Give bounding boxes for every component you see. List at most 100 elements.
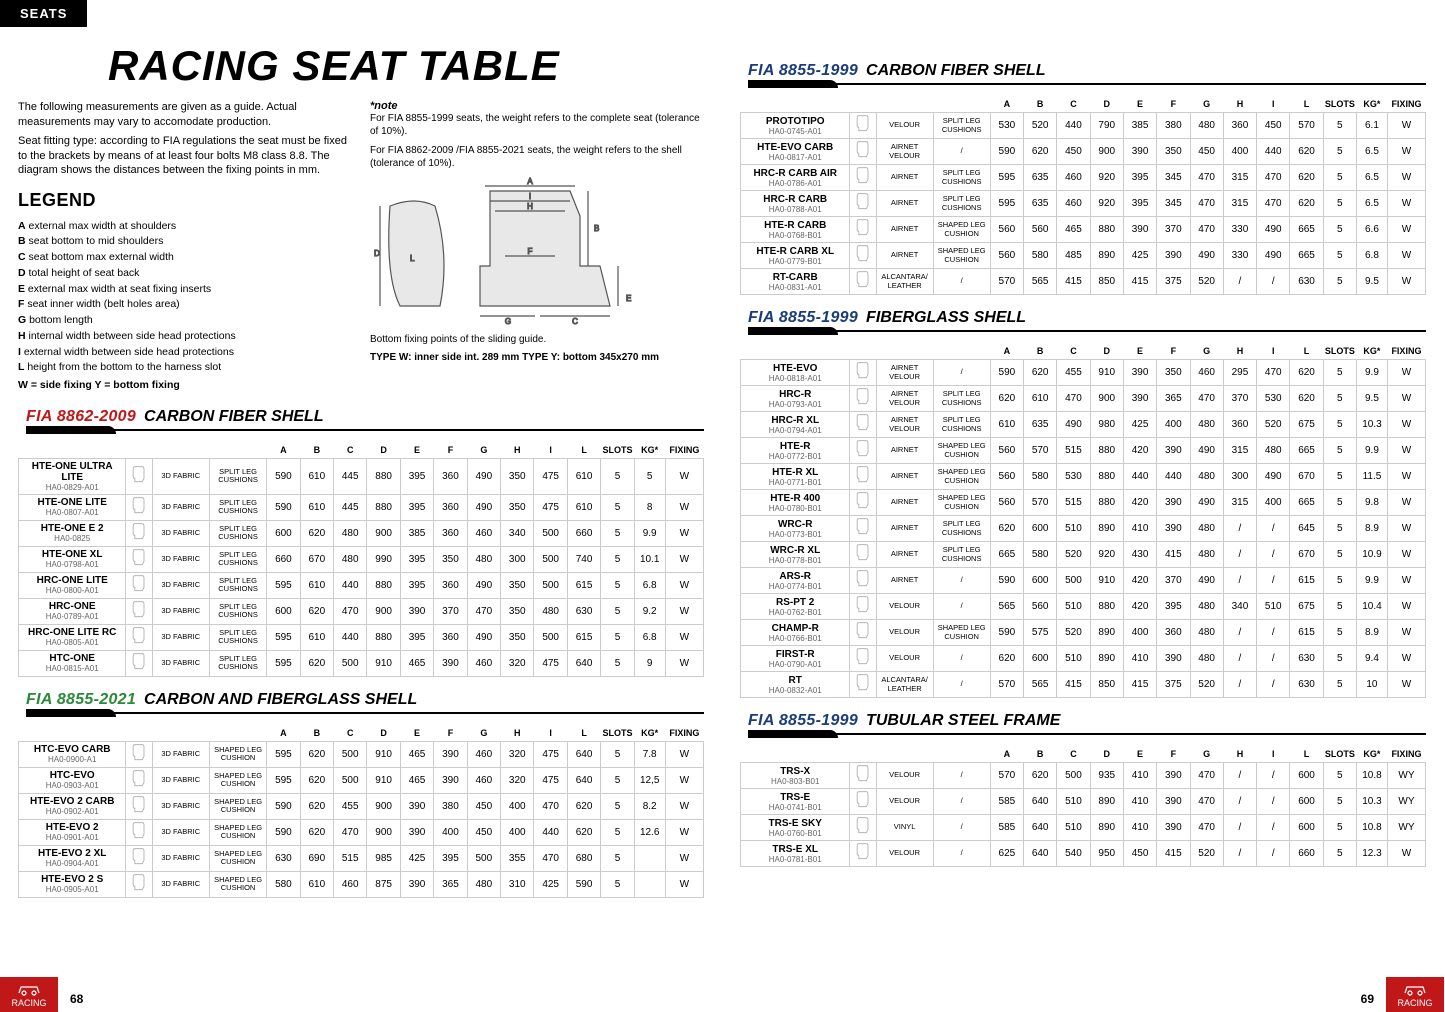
bottom-note2: TYPE W: inner side int. 289 mm TYPE Y: b… bbox=[370, 351, 704, 365]
svg-text:G: G bbox=[505, 317, 511, 326]
dim-cell: 590 bbox=[990, 568, 1023, 594]
col-header: B bbox=[1024, 343, 1057, 360]
dim-cell: 455 bbox=[334, 793, 367, 819]
section-title-1: FIA 8862-2009 CARBON FIBER SHELL bbox=[26, 408, 704, 426]
fabric1-cell: AIRNET VELOUR bbox=[876, 139, 933, 165]
dim-cell: 5 bbox=[1323, 620, 1356, 646]
fabric1-cell: AIRNET bbox=[876, 243, 933, 269]
table-row: HRC-RHA0-0793-A01AIRNET VELOURSPLIT LEG … bbox=[741, 386, 1426, 412]
dim-cell: 470 bbox=[1257, 360, 1290, 386]
dim-cell: 510 bbox=[1057, 646, 1090, 672]
dim-cell: 600 bbox=[1024, 516, 1057, 542]
fabric2-cell: / bbox=[933, 789, 990, 815]
dim-cell: 415 bbox=[1157, 542, 1190, 568]
dim-cell: 420 bbox=[1123, 594, 1156, 620]
table-row: HRC-ONE LITE RCHA0-0805-A013D FABRICSPLI… bbox=[19, 624, 704, 650]
fabric1-cell: 3D FABRIC bbox=[152, 572, 209, 598]
dim-cell: W bbox=[1387, 594, 1425, 620]
dim-cell: 5 bbox=[601, 546, 634, 572]
dim-cell: / bbox=[1223, 542, 1256, 568]
dim-cell: 400 bbox=[1257, 490, 1290, 516]
dim-cell: 625 bbox=[990, 841, 1023, 867]
model-cell: HTE-ONE XLHA0-0798-A01 bbox=[19, 546, 126, 572]
dim-cell: 475 bbox=[534, 458, 567, 494]
svg-text:A: A bbox=[527, 177, 533, 186]
col-header: G bbox=[1190, 343, 1223, 360]
dim-cell: 5 bbox=[601, 871, 634, 897]
icon-cell bbox=[850, 412, 876, 438]
dim-cell: / bbox=[1223, 672, 1256, 698]
dim-cell: 415 bbox=[1123, 269, 1156, 295]
dim-cell: 10 bbox=[1356, 672, 1387, 698]
fabric2-cell: SPLIT LEG CUSHIONS bbox=[933, 542, 990, 568]
dim-cell: 10.8 bbox=[1356, 763, 1387, 789]
dim-cell: 390 bbox=[1157, 516, 1190, 542]
dim-cell: 11.5 bbox=[1356, 464, 1387, 490]
legend-item: E external max width at seat fixing inse… bbox=[18, 282, 352, 298]
dim-cell: 620 bbox=[300, 650, 333, 676]
dim-cell: W bbox=[1387, 412, 1425, 438]
model-cell: FIRST-RHA0-0790-A01 bbox=[741, 646, 850, 672]
model-cell: HRC-RHA0-0793-A01 bbox=[741, 386, 850, 412]
dim-cell: 390 bbox=[1157, 815, 1190, 841]
fabric2-cell: SPLIT LEG CUSHIONS bbox=[933, 516, 990, 542]
dim-cell: / bbox=[1257, 542, 1290, 568]
dim-cell: 350 bbox=[501, 598, 534, 624]
dim-cell: 610 bbox=[300, 624, 333, 650]
icon-cell bbox=[850, 646, 876, 672]
dim-cell: W bbox=[1387, 516, 1425, 542]
dim-cell: 615 bbox=[1290, 620, 1323, 646]
table-row: HTE-R 400HA0-0780-B01AIRNETSHAPED LEG CU… bbox=[741, 490, 1426, 516]
dim-cell: 440 bbox=[334, 572, 367, 598]
dim-cell: 350 bbox=[501, 572, 534, 598]
dim-cell: 500 bbox=[1057, 568, 1090, 594]
dim-cell: 560 bbox=[990, 243, 1023, 269]
dim-cell: 875 bbox=[367, 871, 400, 897]
dim-cell: 5 bbox=[1323, 438, 1356, 464]
dim-cell: 665 bbox=[1290, 243, 1323, 269]
icon-cell bbox=[850, 243, 876, 269]
table-row: HRC-ONEHA0-0789-A013D FABRICSPLIT LEG CU… bbox=[19, 598, 704, 624]
dim-cell: W bbox=[665, 650, 703, 676]
footer-tab-right: RACING bbox=[1386, 977, 1444, 1012]
seat-icon bbox=[854, 790, 872, 810]
dim-cell: 5 bbox=[1323, 594, 1356, 620]
dim-cell: 320 bbox=[501, 741, 534, 767]
icon-cell bbox=[850, 269, 876, 295]
dim-cell: 450 bbox=[1257, 113, 1290, 139]
dim-cell: 395 bbox=[400, 494, 433, 520]
dim-cell: 415 bbox=[1123, 672, 1156, 698]
dim-cell: W bbox=[665, 845, 703, 871]
dim-cell: 370 bbox=[1223, 386, 1256, 412]
dim-cell: 600 bbox=[267, 598, 300, 624]
model-cell: HTE-EVO CARBHA0-0817-A01 bbox=[741, 139, 850, 165]
dim-cell: 515 bbox=[1057, 438, 1090, 464]
dim-cell: 910 bbox=[1090, 360, 1123, 386]
dim-cell: 8.9 bbox=[1356, 516, 1387, 542]
seat-icon bbox=[854, 543, 872, 563]
dim-cell: W bbox=[665, 793, 703, 819]
fabric2-cell: / bbox=[933, 568, 990, 594]
section-title-4: FIA 8855-1999 FIBERGLASS SHELL bbox=[748, 309, 1426, 327]
dim-cell: / bbox=[1223, 646, 1256, 672]
dim-cell: 640 bbox=[567, 650, 600, 676]
dim-cell: 425 bbox=[1123, 243, 1156, 269]
table-row: HTE-ONE LITEHA0-0807-A013D FABRICSPLIT L… bbox=[19, 494, 704, 520]
dim-cell: 620 bbox=[1290, 360, 1323, 386]
legend-item: D total height of seat back bbox=[18, 266, 352, 282]
dim-cell: 390 bbox=[1157, 438, 1190, 464]
dim-cell: 565 bbox=[1024, 269, 1057, 295]
icon-cell bbox=[126, 871, 152, 897]
col-header: D bbox=[367, 725, 400, 742]
fabric1-cell: AIRNET bbox=[876, 217, 933, 243]
dim-cell: 675 bbox=[1290, 594, 1323, 620]
dim-cell: 880 bbox=[1090, 490, 1123, 516]
seat-icon bbox=[854, 192, 872, 212]
dim-cell: / bbox=[1223, 568, 1256, 594]
dim-cell: 5 bbox=[601, 598, 634, 624]
dim-cell: 920 bbox=[1090, 165, 1123, 191]
fabric1-cell: 3D FABRIC bbox=[152, 871, 209, 897]
dim-cell: 900 bbox=[367, 520, 400, 546]
seat-icon bbox=[854, 465, 872, 485]
model-cell: WRC-R XLHA0-0778-B01 bbox=[741, 542, 850, 568]
